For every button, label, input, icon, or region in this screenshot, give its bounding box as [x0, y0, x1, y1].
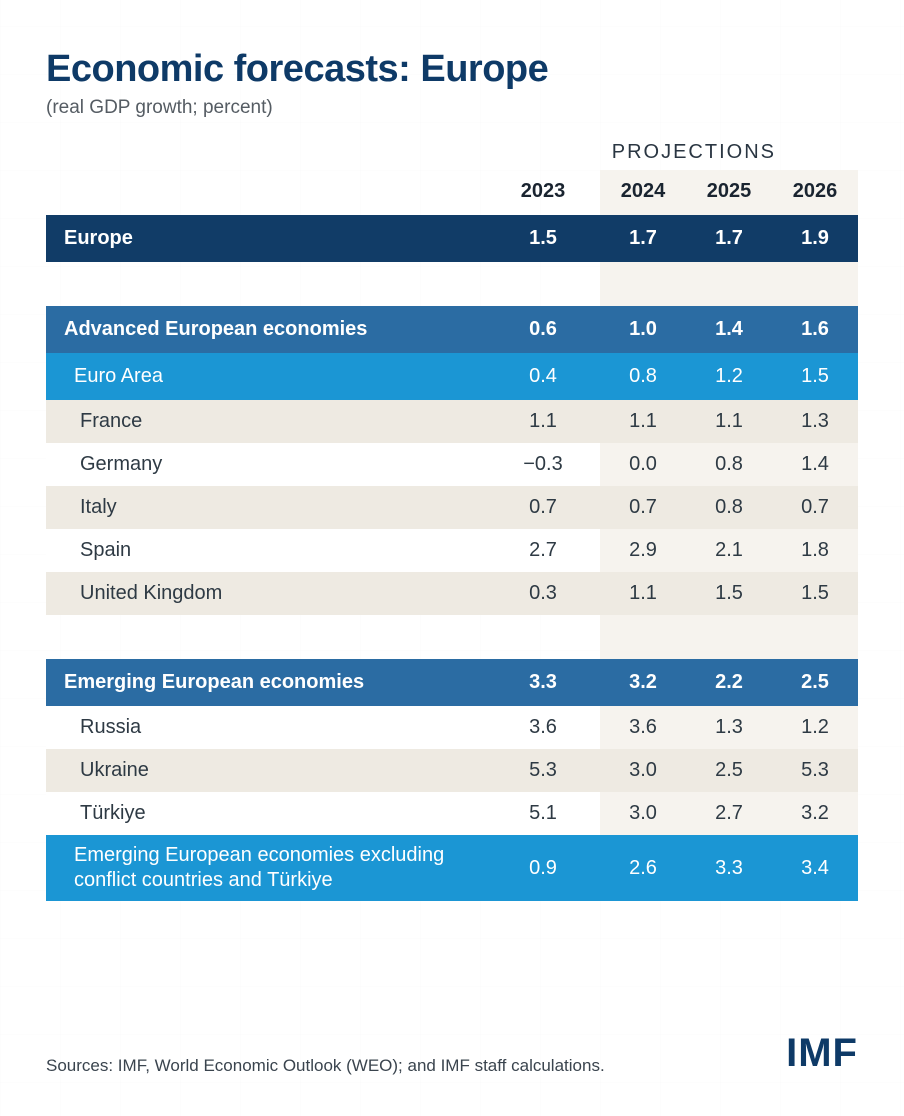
- row-label: Türkiye: [46, 792, 500, 835]
- table-header-row: 2023 2024 2025 2026: [46, 170, 858, 215]
- projections-heading: PROJECTIONS: [46, 141, 858, 164]
- cell-value: 3.3: [686, 835, 772, 901]
- forecast-table: 2023 2024 2025 2026 Europe1.51.71.71.9Ad…: [46, 170, 858, 901]
- cell-value: 1.9: [772, 215, 858, 262]
- row-label: Advanced European economies: [46, 306, 500, 353]
- cell-value: 2.2: [686, 659, 772, 706]
- forecast-table-wrap: 2023 2024 2025 2026 Europe1.51.71.71.9Ad…: [46, 170, 858, 901]
- table-row: Advanced European economies0.6 1.01.41.6: [46, 306, 858, 353]
- cell-value: −0.3: [500, 443, 586, 486]
- cell-value: 2.5: [772, 659, 858, 706]
- row-label: Emerging European economies excluding co…: [46, 835, 500, 901]
- main-content: Economic forecasts: Europe (real GDP gro…: [0, 0, 904, 901]
- cell-value: 5.3: [500, 749, 586, 792]
- table-row: Emerging European economies excluding co…: [46, 835, 858, 901]
- cell-value: 0.9: [500, 835, 586, 901]
- cell-value: 3.6: [600, 706, 686, 749]
- cell-value: 1.3: [686, 706, 772, 749]
- row-label: United Kingdom: [46, 572, 500, 615]
- cell-value: 1.1: [686, 400, 772, 443]
- cell-value: 5.3: [772, 749, 858, 792]
- row-label: Germany: [46, 443, 500, 486]
- cell-value: 3.0: [600, 749, 686, 792]
- page-subtitle: (real GDP growth; percent): [46, 97, 858, 119]
- imf-logo: IMF: [786, 1031, 858, 1076]
- col-2025: 2025: [686, 170, 772, 215]
- cell-value: 1.5: [772, 572, 858, 615]
- cell-value: 1.1: [500, 400, 586, 443]
- cell-value: 1.5: [500, 215, 586, 262]
- cell-value: 2.9: [600, 529, 686, 572]
- table-row: [46, 615, 858, 659]
- row-label: France: [46, 400, 500, 443]
- table-row: Türkiye5.1 3.02.73.2: [46, 792, 858, 835]
- table-row: France1.11.11.11.3: [46, 400, 858, 443]
- cell-value: 3.0: [600, 792, 686, 835]
- cell-value: 1.1: [600, 572, 686, 615]
- col-spacer: [586, 170, 600, 215]
- cell-value: 0.0: [600, 443, 686, 486]
- table-row: United Kingdom0.31.11.51.5: [46, 572, 858, 615]
- table-body: Europe1.51.71.71.9Advanced European econ…: [46, 215, 858, 901]
- row-label: Euro Area: [46, 353, 500, 400]
- col-2023: 2023: [500, 170, 586, 215]
- col-2024: 2024: [600, 170, 686, 215]
- cell-value: 0.8: [686, 443, 772, 486]
- table-row: Euro Area0.4 0.81.21.5: [46, 353, 858, 400]
- cell-value: 1.3: [772, 400, 858, 443]
- cell-value: 3.2: [600, 659, 686, 706]
- cell-value: 0.8: [600, 353, 686, 400]
- cell-value: 3.2: [772, 792, 858, 835]
- cell-value: 1.2: [686, 353, 772, 400]
- col-label-blank: [46, 170, 500, 215]
- cell-value: 1.5: [772, 353, 858, 400]
- row-label: Europe: [46, 215, 500, 262]
- cell-value: 3.6: [500, 706, 586, 749]
- cell-value: 1.0: [600, 306, 686, 353]
- cell-value: 1.7: [686, 215, 772, 262]
- table-row: [46, 262, 858, 306]
- cell-value: 3.3: [500, 659, 586, 706]
- cell-value: 0.6: [500, 306, 586, 353]
- cell-value: 0.7: [500, 486, 586, 529]
- table-row: Ukraine5.33.02.55.3: [46, 749, 858, 792]
- cell-value: 0.4: [500, 353, 586, 400]
- page-title: Economic forecasts: Europe: [46, 48, 858, 91]
- row-label: Emerging European economies: [46, 659, 500, 706]
- cell-value: 1.6: [772, 306, 858, 353]
- cell-value: 1.5: [686, 572, 772, 615]
- cell-value: 0.8: [686, 486, 772, 529]
- cell-value: 1.7: [600, 215, 686, 262]
- cell-value: 1.1: [600, 400, 686, 443]
- table-row: Spain2.7 2.92.11.8: [46, 529, 858, 572]
- cell-value: 0.7: [772, 486, 858, 529]
- cell-value: 2.5: [686, 749, 772, 792]
- cell-value: 2.6: [600, 835, 686, 901]
- table-row: Italy0.70.70.80.7: [46, 486, 858, 529]
- cell-value: 2.7: [686, 792, 772, 835]
- row-label: Russia: [46, 706, 500, 749]
- table-row: Emerging European economies3.3 3.22.22.5: [46, 659, 858, 706]
- cell-value: 0.3: [500, 572, 586, 615]
- cell-value: 1.2: [772, 706, 858, 749]
- row-label: Spain: [46, 529, 500, 572]
- cell-value: 3.4: [772, 835, 858, 901]
- row-label: Ukraine: [46, 749, 500, 792]
- cell-value: 2.1: [686, 529, 772, 572]
- cell-value: 0.7: [600, 486, 686, 529]
- col-2026: 2026: [772, 170, 858, 215]
- table-row: Germany−0.3 0.00.81.4: [46, 443, 858, 486]
- cell-value: 1.8: [772, 529, 858, 572]
- cell-value: 2.7: [500, 529, 586, 572]
- table-row: Russia3.63.61.31.2: [46, 706, 858, 749]
- row-label: Italy: [46, 486, 500, 529]
- cell-value: 1.4: [772, 443, 858, 486]
- footer: Sources: IMF, World Economic Outlook (WE…: [46, 1031, 858, 1076]
- table-row: Europe1.51.71.71.9: [46, 215, 858, 262]
- cell-value: 1.4: [686, 306, 772, 353]
- sources-text: Sources: IMF, World Economic Outlook (WE…: [46, 1056, 605, 1076]
- cell-value: 5.1: [500, 792, 586, 835]
